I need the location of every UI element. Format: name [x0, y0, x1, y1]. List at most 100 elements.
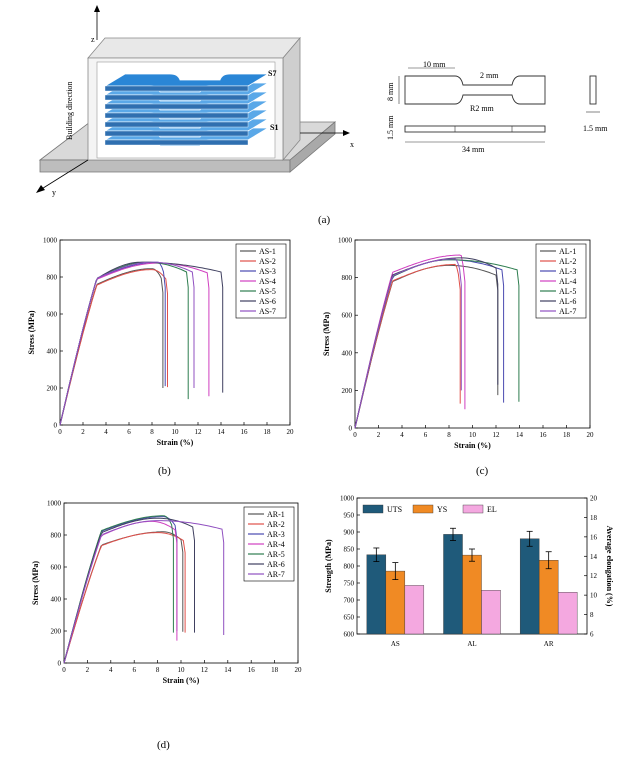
y-tick-label: 0 [58, 660, 62, 668]
build-plate-front [39, 159, 291, 173]
x-tick-label: 0 [58, 428, 62, 436]
panel-label-b: (b) [158, 465, 171, 477]
chart-b-as: 0 2 4 6 8 10 12 14 16 18 2002004006008001000Strain… [27, 237, 294, 448]
bar-ys-ar [538, 560, 559, 635]
legend-label-ar-2: AR-2 [267, 520, 285, 529]
y-tick-label: 600 [51, 564, 62, 572]
legend-label-as-7: AS-7 [259, 307, 276, 316]
y-tick-label: 400 [342, 349, 353, 357]
x-tick-label: 6 [127, 428, 131, 436]
side-view [404, 125, 546, 133]
legend-swatch-uts [362, 504, 384, 514]
x-tick-label: 8 [447, 431, 451, 439]
end-view [589, 75, 597, 105]
legend-label-uts: UTS [387, 505, 402, 514]
x-tick-label: 20 [587, 431, 595, 439]
x-tick-label: 14 [218, 428, 226, 436]
legend-swatch-ys [412, 504, 434, 514]
y-left-axis-label: Strength (MPa) [324, 539, 333, 593]
chart-d-ar: 0 2 4 6 8 10 12 14 16 18 2002004006008001000Strain… [31, 500, 302, 686]
legend-label-al-2: AL-2 [559, 257, 576, 266]
y-left-tick-label: 800 [344, 563, 355, 571]
series-line-al-1 [354, 264, 499, 429]
x-tick-label: 16 [248, 666, 256, 674]
legend-label-ar-3: AR-3 [267, 530, 285, 539]
bar-uts-ar [519, 538, 540, 635]
x-tick-label: 10 [469, 431, 477, 439]
specimen-edge [104, 112, 249, 119]
specimen-edge [104, 130, 249, 137]
building-direction-label: Building direction [65, 82, 74, 140]
bar-el-ar [557, 592, 578, 635]
x-tick-label: 14 [516, 431, 524, 439]
specimen-edge [104, 94, 249, 101]
y-tick-label: 400 [51, 596, 62, 604]
s1-label: S1 [270, 123, 278, 132]
legend-label-ys: YS [437, 505, 447, 514]
specimen-drawing: 10 mm 2 mm R2 mm 8 mm 1.5 mm 34 mm 1.5 m… [386, 60, 608, 154]
legend-label-as-5: AS-5 [259, 287, 276, 296]
y-tick-label: 400 [47, 348, 58, 356]
panel-label-a: (a) [318, 214, 331, 226]
x-tick-label: 2 [81, 428, 85, 436]
build-plate-side [289, 121, 336, 173]
series-line-al-7 [354, 258, 462, 429]
series-line-ar-5 [63, 515, 174, 664]
x-tick-label: 0 [62, 666, 66, 674]
y-left-tick-label: 900 [344, 529, 355, 537]
y-right-tick-label: 20 [590, 495, 598, 503]
y-tick-label: 800 [47, 274, 58, 282]
y-left-tick-label: 700 [344, 597, 355, 605]
y-tick-label: 800 [342, 274, 353, 282]
x-tick-label: 4 [109, 666, 113, 674]
y-left-tick-label: 950 [344, 512, 355, 520]
x-tick-label: 16 [540, 431, 548, 439]
schematic-3d: z x y Building direction S7 S1 [36, 5, 354, 197]
y-label: y [52, 188, 56, 197]
series-line-ar-2 [63, 532, 186, 664]
x-tick-label: 6 [424, 431, 428, 439]
z-label: z [91, 35, 95, 44]
bar-el-al [481, 590, 501, 635]
bar-ys-al [462, 554, 482, 635]
category-label-al: AL [467, 640, 476, 648]
legend-label-el: EL [487, 505, 497, 514]
y-axis [39, 159, 89, 191]
y-tick-label: 200 [47, 385, 58, 393]
y-left-tick-label: 650 [344, 614, 355, 622]
specimen-edge [104, 85, 249, 92]
x-tick-label: 10 [172, 428, 180, 436]
x-tick-label: 12 [195, 428, 203, 436]
legend-label-al-1: AL-1 [559, 247, 576, 256]
category-label-ar: AR [544, 640, 554, 648]
specimen-edge [104, 139, 249, 146]
y-left-tick-label: 750 [344, 580, 355, 588]
block-top [87, 37, 301, 59]
y-right-tick-label: 6 [590, 631, 594, 639]
series-line-as-7 [59, 261, 195, 426]
y-tick-label: 800 [51, 532, 62, 540]
legend-label-as-1: AS-1 [259, 247, 276, 256]
y-right-tick-label: 12 [590, 572, 598, 580]
specimen-stack [103, 73, 270, 147]
y-axis-label: Stress (MPa) [322, 312, 331, 356]
bar-el-as [404, 585, 425, 635]
y-tick-label: 600 [47, 311, 58, 319]
legend-label-al-4: AL-4 [559, 277, 576, 286]
series-line-al-5 [354, 259, 520, 429]
series-line-al-2 [354, 263, 461, 429]
x-tick-label: 18 [264, 428, 272, 436]
x-tick-label: 4 [104, 428, 108, 436]
y-right-tick-label: 14 [590, 553, 598, 561]
y-tick-label: 1000 [47, 500, 62, 508]
dim-8mm: 8 mm [386, 82, 395, 101]
y-axis-label: Stress (MPa) [27, 310, 36, 354]
legend-label-as-3: AS-3 [259, 267, 276, 276]
dim-34mm: 34 mm [462, 145, 485, 154]
legend-label-al-5: AL-5 [559, 287, 576, 296]
x-tick-label: 12 [493, 431, 501, 439]
specimen-edge [104, 103, 249, 110]
x-tick-label: 10 [178, 666, 186, 674]
series-line-al-6 [354, 257, 499, 429]
series-line-as-3 [59, 261, 166, 426]
